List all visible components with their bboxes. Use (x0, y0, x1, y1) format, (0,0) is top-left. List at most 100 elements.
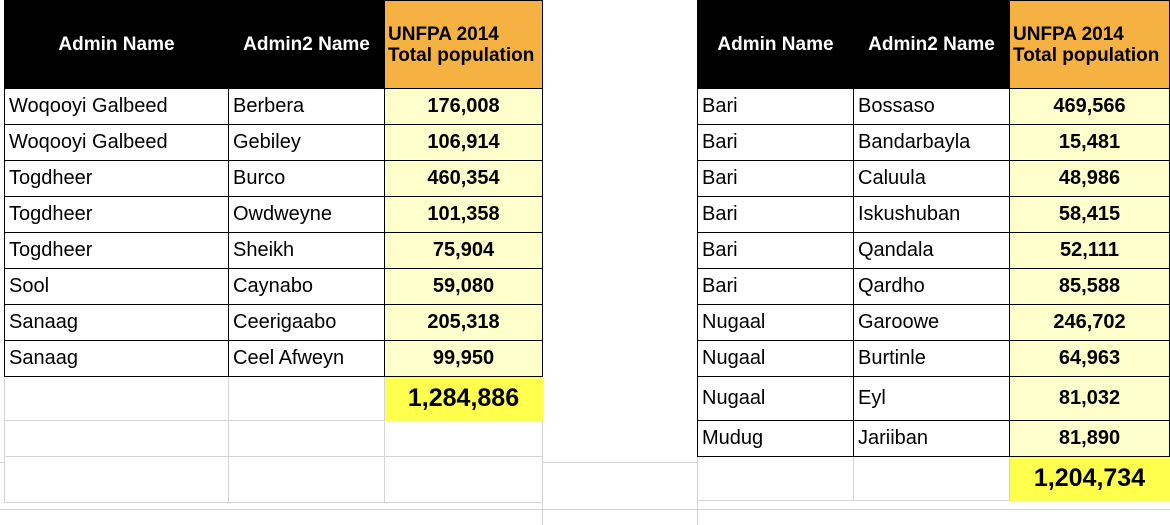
cell-admin2-name[interactable]: Jariiban (853, 420, 1010, 457)
cell-admin2-name[interactable]: Caynabo (228, 268, 385, 305)
header-admin-name[interactable]: Admin Name (697, 0, 854, 89)
cell-population[interactable]: 85,588 (1009, 268, 1170, 305)
empty-cell[interactable] (853, 456, 1010, 501)
cell-admin-name[interactable]: Togdheer (4, 160, 229, 197)
cell-population[interactable]: 48,986 (1009, 160, 1170, 197)
cell-admin2-name[interactable]: Ceerigaabo (228, 304, 385, 341)
cell-admin-name[interactable]: Bari (697, 88, 854, 125)
cell-admin2-name[interactable]: Gebiley (228, 124, 385, 161)
header-admin-name[interactable]: Admin Name (4, 0, 229, 89)
empty-row (4, 420, 543, 457)
cell-admin2-name[interactable]: Burco (228, 160, 385, 197)
total-row: 1,284,886 (4, 376, 543, 421)
table-header-row: Admin Name Admin2 Name UNFPA 2014 Total … (697, 0, 1170, 89)
cell-admin2-name[interactable]: Sheikh (228, 232, 385, 269)
cell-population[interactable]: 58,415 (1009, 196, 1170, 233)
cell-population[interactable]: 460,354 (384, 160, 543, 197)
cell-admin-name[interactable]: Bari (697, 160, 854, 197)
cell-population[interactable]: 81,032 (1009, 376, 1170, 421)
cell-admin2-name[interactable]: Ceel Afweyn (228, 340, 385, 377)
total-population-cell[interactable]: 1,284,886 (384, 376, 543, 421)
cell-population[interactable]: 246,702 (1009, 304, 1170, 341)
empty-cell[interactable] (697, 456, 854, 501)
table-row: Bari Iskushuban 58,415 (697, 196, 1170, 233)
cell-admin2-name[interactable]: Burtinle (853, 340, 1010, 377)
header-admin2-name[interactable]: Admin2 Name (228, 0, 385, 89)
left-population-table: Admin Name Admin2 Name UNFPA 2014 Total … (4, 0, 543, 503)
cell-population[interactable]: 99,950 (384, 340, 543, 377)
empty-cell[interactable] (228, 456, 385, 503)
table-row: Nugaal Garoowe 246,702 (697, 304, 1170, 341)
header-admin2-label: Admin2 Name (243, 33, 370, 55)
header-population-label: UNFPA 2014 Total population (1013, 23, 1160, 66)
table-row: Bari Qardho 85,588 (697, 268, 1170, 305)
cell-admin2-name[interactable]: Owdweyne (228, 196, 385, 233)
table-row: Woqooyi Galbeed Berbera 176,008 (4, 88, 543, 125)
header-population[interactable]: UNFPA 2014 Total population (384, 0, 543, 89)
cell-population[interactable]: 469,566 (1009, 88, 1170, 125)
cell-admin-name[interactable]: Mudug (697, 420, 854, 457)
right-population-table: Admin Name Admin2 Name UNFPA 2014 Total … (697, 0, 1170, 501)
table-row: Togdheer Burco 460,354 (4, 160, 543, 197)
cell-population[interactable]: 101,358 (384, 196, 543, 233)
cell-admin-name[interactable]: Woqooyi Galbeed (4, 124, 229, 161)
empty-cell[interactable] (228, 420, 385, 457)
cell-admin-name[interactable]: Woqooyi Galbeed (4, 88, 229, 125)
cell-admin-name[interactable]: Bari (697, 124, 854, 161)
cell-admin2-name[interactable]: Garoowe (853, 304, 1010, 341)
cell-admin-name[interactable]: Bari (697, 232, 854, 269)
table-row: Bari Bandarbayla 15,481 (697, 124, 1170, 161)
header-population[interactable]: UNFPA 2014 Total population (1009, 0, 1170, 89)
header-admin2-name[interactable]: Admin2 Name (853, 0, 1010, 89)
cell-admin-name[interactable]: Nugaal (697, 304, 854, 341)
empty-cell[interactable] (4, 420, 229, 457)
table-row: Togdheer Owdweyne 101,358 (4, 196, 543, 233)
cell-population[interactable]: 106,914 (384, 124, 543, 161)
cell-admin-name[interactable]: Sool (4, 268, 229, 305)
total-population-cell[interactable]: 1,204,734 (1009, 456, 1170, 501)
cell-admin-name[interactable]: Nugaal (697, 340, 854, 377)
cell-population[interactable]: 59,080 (384, 268, 543, 305)
cell-population[interactable]: 205,318 (384, 304, 543, 341)
table-row: Bari Caluula 48,986 (697, 160, 1170, 197)
total-row: 1,204,734 (697, 456, 1170, 501)
cell-population[interactable]: 75,904 (384, 232, 543, 269)
cell-admin2-name[interactable]: Qandala (853, 232, 1010, 269)
table-row: Nugaal Eyl 81,032 (697, 376, 1170, 421)
cell-admin2-name[interactable]: Qardho (853, 268, 1010, 305)
cell-admin-name[interactable]: Togdheer (4, 232, 229, 269)
cell-admin-name[interactable]: Sanaag (4, 340, 229, 377)
table-row: Sanaag Ceel Afweyn 99,950 (4, 340, 543, 377)
cell-population[interactable]: 52,111 (1009, 232, 1170, 269)
empty-cell[interactable] (384, 456, 543, 503)
cell-admin-name[interactable]: Togdheer (4, 196, 229, 233)
table-row: Bari Bossaso 469,566 (697, 88, 1170, 125)
cell-admin2-name[interactable]: Berbera (228, 88, 385, 125)
empty-cell[interactable] (228, 376, 385, 421)
empty-cell[interactable] (384, 420, 543, 457)
cell-admin2-name[interactable]: Bossaso (853, 88, 1010, 125)
cell-admin-name[interactable]: Sanaag (4, 304, 229, 341)
cell-admin2-name[interactable]: Iskushuban (853, 196, 1010, 233)
empty-cell[interactable] (4, 456, 229, 503)
header-admin2-label: Admin2 Name (868, 33, 995, 55)
cell-population[interactable]: 81,890 (1009, 420, 1170, 457)
cell-population[interactable]: 176,008 (384, 88, 543, 125)
table-header-row: Admin Name Admin2 Name UNFPA 2014 Total … (4, 0, 543, 89)
cell-admin2-name[interactable]: Eyl (853, 376, 1010, 421)
cell-admin-name[interactable]: Bari (697, 196, 854, 233)
cell-admin-name[interactable]: Nugaal (697, 376, 854, 421)
table-row: Sool Caynabo 59,080 (4, 268, 543, 305)
table-row: Woqooyi Galbeed Gebiley 106,914 (4, 124, 543, 161)
table-row: Mudug Jariiban 81,890 (697, 420, 1170, 457)
empty-cell[interactable] (4, 376, 229, 421)
gridline (0, 509, 1170, 510)
cell-admin-name[interactable]: Bari (697, 268, 854, 305)
gridline (0, 462, 1170, 463)
cell-admin2-name[interactable]: Caluula (853, 160, 1010, 197)
table-row: Sanaag Ceerigaabo 205,318 (4, 304, 543, 341)
empty-row (4, 456, 543, 503)
cell-population[interactable]: 15,481 (1009, 124, 1170, 161)
cell-admin2-name[interactable]: Bandarbayla (853, 124, 1010, 161)
cell-population[interactable]: 64,963 (1009, 340, 1170, 377)
